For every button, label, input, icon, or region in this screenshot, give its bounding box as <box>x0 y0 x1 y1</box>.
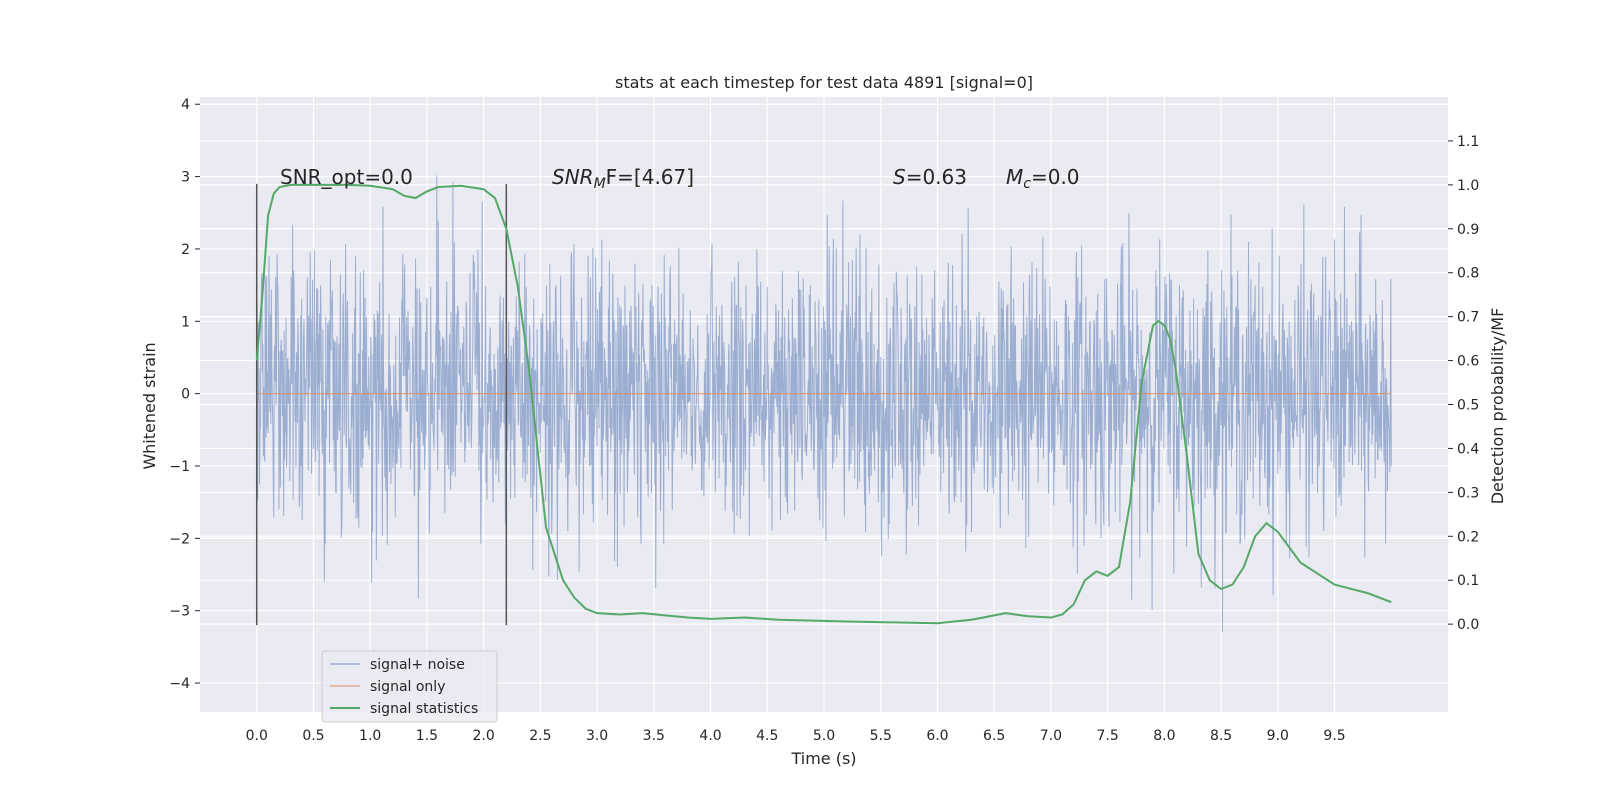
y-right-tick-label: 0.8 <box>1457 266 1479 282</box>
y-right-tick-label: 0.5 <box>1457 398 1479 414</box>
y-right-tick-label: 0.4 <box>1457 441 1479 457</box>
vertical-markers <box>255 183 508 626</box>
legend: signal+ noise signal only signal statist… <box>321 650 498 723</box>
x-tick-label: 6.5 <box>983 728 1005 744</box>
y-left-ticks: 4 3 2 1 0 −1 −2 −3 −4 <box>169 97 200 692</box>
signal-statistics-series <box>255 183 1392 625</box>
x-tick-label: 2.5 <box>529 728 551 744</box>
x-tick-label: 2.0 <box>473 728 495 744</box>
y-right-tick-label: 0.2 <box>1457 529 1479 545</box>
signal-statistics-line <box>255 183 1392 625</box>
x-tick-label: 1.0 <box>359 728 381 744</box>
y-right-tick-label: 0.9 <box>1457 222 1479 238</box>
x-tick-label: 9.5 <box>1323 728 1345 744</box>
x-tick-label: 4.5 <box>756 728 778 744</box>
y-left-tick-label: 0 <box>181 387 190 403</box>
y-right-tick-label: 0.3 <box>1457 485 1479 501</box>
x-tick-label: 3.5 <box>643 728 665 744</box>
x-tick-label: 3.0 <box>586 728 608 744</box>
y-left-tick-label: 2 <box>181 242 190 258</box>
y-left-axis-label: Whitened strain <box>140 342 159 469</box>
x-ticks: 0.0 0.5 1.0 1.5 2.0 2.5 3.0 3.5 4.0 4.5 5.0 5.5 6.0 6… <box>246 728 1346 744</box>
x-tick-label: 8.0 <box>1153 728 1175 744</box>
x-tick-label: 0.5 <box>302 728 324 744</box>
x-tick-label: 4.0 <box>699 728 721 744</box>
legend-box <box>321 650 498 723</box>
signal-noise-series <box>256 175 1392 632</box>
x-tick-label: 5.0 <box>813 728 835 744</box>
annotation-s: S=0.63 <box>893 165 967 189</box>
x-tick-label: 8.5 <box>1210 728 1232 744</box>
x-tick-label: 7.5 <box>1097 728 1119 744</box>
y-left-tick-label: 3 <box>181 170 190 186</box>
y-right-tick-label: 0.6 <box>1457 354 1479 370</box>
x-tick-label: 6.0 <box>926 728 948 744</box>
y-left-tick-label: 1 <box>181 314 190 330</box>
y-left-tick-label: −3 <box>169 604 190 620</box>
annotation-snr-opt: SNR_opt=0.0 <box>280 165 413 189</box>
x-tick-label: 1.5 <box>416 728 438 744</box>
y-right-axis-label: Detection probability/MF <box>1488 308 1507 505</box>
annotation-mc: Mc=0.0 <box>1006 165 1080 192</box>
x-tick-label: 7.0 <box>1040 728 1062 744</box>
y-right-tick-label: 1.1 <box>1457 134 1479 150</box>
y-left-tick-label: −4 <box>169 676 190 692</box>
y-right-tick-label: 0.1 <box>1457 573 1479 589</box>
y-left-tick-label: −1 <box>169 459 190 475</box>
y-left-tick-label: 4 <box>181 97 190 113</box>
signal-noise-line <box>256 175 1392 632</box>
legend-label-signal-noise: signal+ noise <box>370 657 465 673</box>
x-tick-label: 5.5 <box>870 728 892 744</box>
annotation-snr-mf: SNRMF=[4.67] <box>552 165 694 192</box>
chart-title: stats at each timestep for test data 489… <box>615 73 1033 92</box>
legend-label-signal-statistics: signal statistics <box>370 701 478 717</box>
y-left-tick-label: −2 <box>169 531 190 547</box>
y-right-tick-label: 1.0 <box>1457 178 1479 194</box>
annotations: SNR_opt=0.0 SNRMF=[4.67] S=0.63 Mc=0.0 <box>280 165 1080 192</box>
y-right-tick-label: 0.0 <box>1457 617 1479 633</box>
y-right-ticks: 1.1 1.0 0.9 0.8 0.7 0.6 0.5 0.4 0.3 0.2 0.1 0.0 <box>1448 134 1479 633</box>
x-axis-label: Time (s) <box>790 749 856 768</box>
x-tick-label: 0.0 <box>246 728 268 744</box>
legend-label-signal-only: signal only <box>370 679 445 695</box>
x-tick-label: 9.0 <box>1267 728 1289 744</box>
y-right-tick-label: 0.7 <box>1457 310 1479 326</box>
